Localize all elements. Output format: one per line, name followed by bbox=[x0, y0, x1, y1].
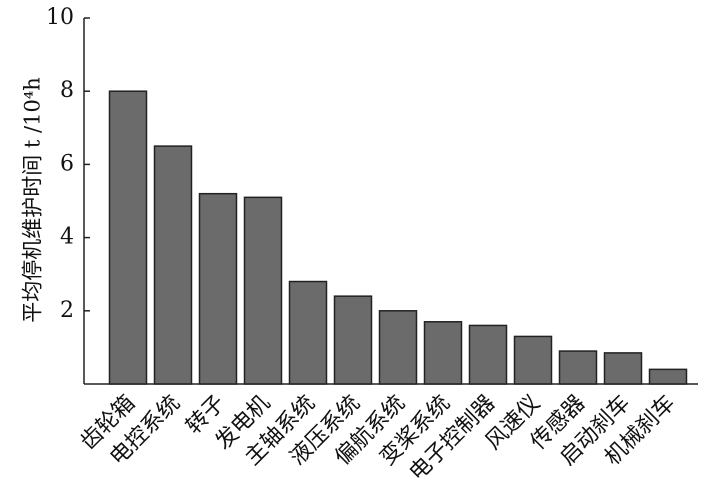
bar bbox=[648, 368, 688, 385]
bar bbox=[153, 145, 193, 385]
bar bbox=[333, 295, 373, 385]
y-tick-label: 10 bbox=[46, 5, 74, 30]
bar bbox=[378, 310, 418, 385]
bar bbox=[198, 192, 238, 385]
y-tick-label: 6 bbox=[60, 151, 74, 176]
y-tick-label: 2 bbox=[60, 298, 74, 323]
bar bbox=[513, 335, 553, 385]
y-tick-label: 8 bbox=[60, 78, 74, 103]
bar bbox=[468, 324, 508, 385]
bar bbox=[558, 350, 598, 385]
y-tick-label: 4 bbox=[60, 225, 74, 250]
bar bbox=[603, 352, 643, 385]
bar bbox=[423, 321, 463, 385]
bar bbox=[108, 90, 148, 385]
bar bbox=[243, 196, 283, 385]
bar bbox=[288, 280, 328, 385]
y-axis-label: 平均停机维护时间 t /10⁴h bbox=[21, 77, 45, 323]
